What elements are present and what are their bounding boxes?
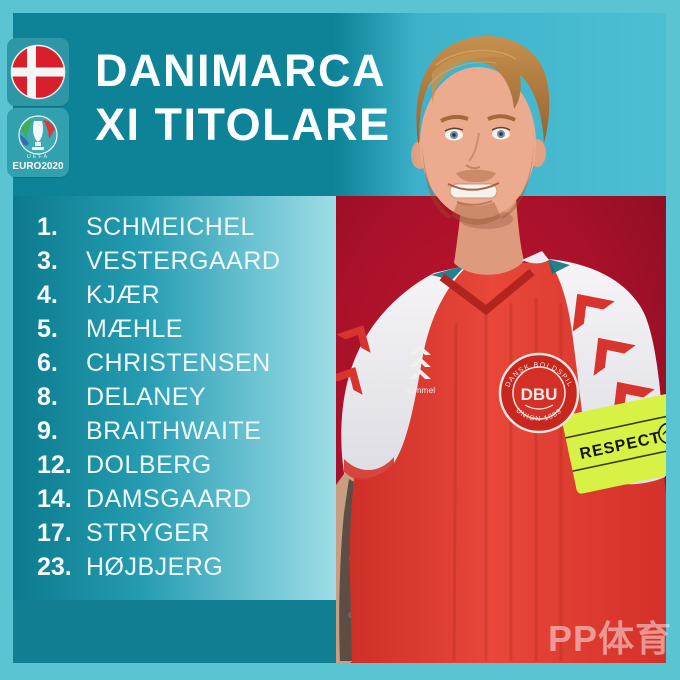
player-number: 23. [37,553,72,581]
watermark: PP体育 [548,618,673,659]
euro2020-trophy-icon [32,121,44,150]
lineup-row: 8. DELANEY [13,383,336,417]
euro2020-logo: UEFA EURO2020 [7,108,69,177]
player-name: DOLBERG [86,451,212,479]
euro2020-text: EURO2020 [12,161,64,172]
uefa-text: UEFA [27,154,49,160]
lineup-row: 9. BRAITHWAITE [13,417,336,451]
lineup-row: 17. STRYGER [13,519,336,553]
dbu-crest: DANSK BOLDSPIL UNION 1889 DBU [498,352,580,434]
player-number: 1. [37,213,58,241]
lineup-row: 4. KJÆR [13,281,336,315]
hummel-wordmark: hummel [405,385,435,395]
player-name: STRYGER [86,519,210,547]
lineup-row: 3. VESTERGAARD [13,247,336,281]
player-name: VESTERGAARD [86,247,281,275]
player-name: SCHMEICHEL [86,213,255,241]
player-name: DELANEY [86,383,207,411]
player-name: HØJBJERG [86,553,224,581]
player-number: 9. [37,417,58,445]
title-line1: DANIMARCA [95,45,386,96]
lineup-row: 6. CHRISTENSEN [13,349,336,383]
player-number: 12. [37,451,72,479]
player-name: DAMSGAARD [86,485,252,513]
respect-armband: RESPECT [561,391,680,494]
lineup-row: 23. HØJBJERG [13,553,336,587]
lineup-list: 1. SCHMEICHEL 3. VESTERGAARD 4. KJÆR 5. … [13,196,336,600]
player-number: 5. [37,315,58,343]
left-sleeve [328,265,468,481]
player-number: 6. [37,349,58,377]
hummel-logo-icon: hummel [405,345,435,395]
denmark-flag-badge [7,38,69,106]
lineup-row: 5. MÆHLE [13,315,336,349]
player-name: MÆHLE [86,315,183,343]
beard-stubble [422,143,534,225]
player-name: CHRISTENSEN [86,349,271,377]
title-line2: XI TITOLARE [95,99,391,150]
collar [439,268,535,316]
lineup-row: 12. DOLBERG [13,451,336,485]
player-number: 14. [37,485,72,513]
player-number: 17. [37,519,72,547]
player-number: 3. [37,247,58,275]
page-title: DANIMARCA XI TITOLARE [95,44,391,152]
crest-dbu-text: DBU [521,385,558,404]
footer-strip [13,600,336,663]
player-number: 8. [37,383,58,411]
player-name: KJÆR [86,281,161,309]
lineup-row: 14. DAMSGAARD [13,485,336,519]
player-name: BRAITHWAITE [86,417,262,445]
denmark-flag-icon [10,44,66,100]
header-band [13,13,666,196]
lineup-row: 1. SCHMEICHEL [13,213,336,247]
player-number: 4. [37,281,58,309]
